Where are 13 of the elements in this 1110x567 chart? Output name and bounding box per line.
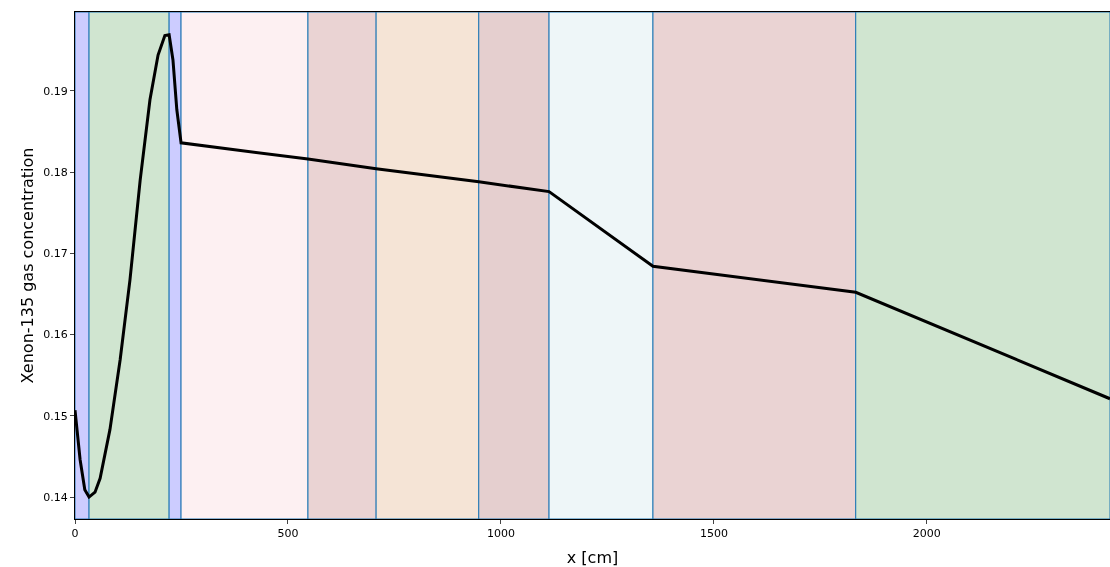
y-tick-label: 0.16 [43,328,68,342]
x-tick-label: 0 [71,527,79,541]
y-tick-label: 0.15 [43,409,68,423]
x-tick-label: 2000 [912,527,941,541]
x-axis-title: x [cm] [566,548,619,567]
x-tick-label: 1000 [486,527,515,541]
y-axis-title: Xenon-135 gas concentration [18,147,37,384]
x-tick-label: 1500 [699,527,728,541]
y-tick-label: 0.14 [43,490,68,504]
x-tick-label: 500 [277,527,299,541]
y-tick-label: 0.19 [43,84,68,98]
y-tick-label: 0.17 [43,247,68,261]
y-tick-label: 0.18 [43,165,68,179]
